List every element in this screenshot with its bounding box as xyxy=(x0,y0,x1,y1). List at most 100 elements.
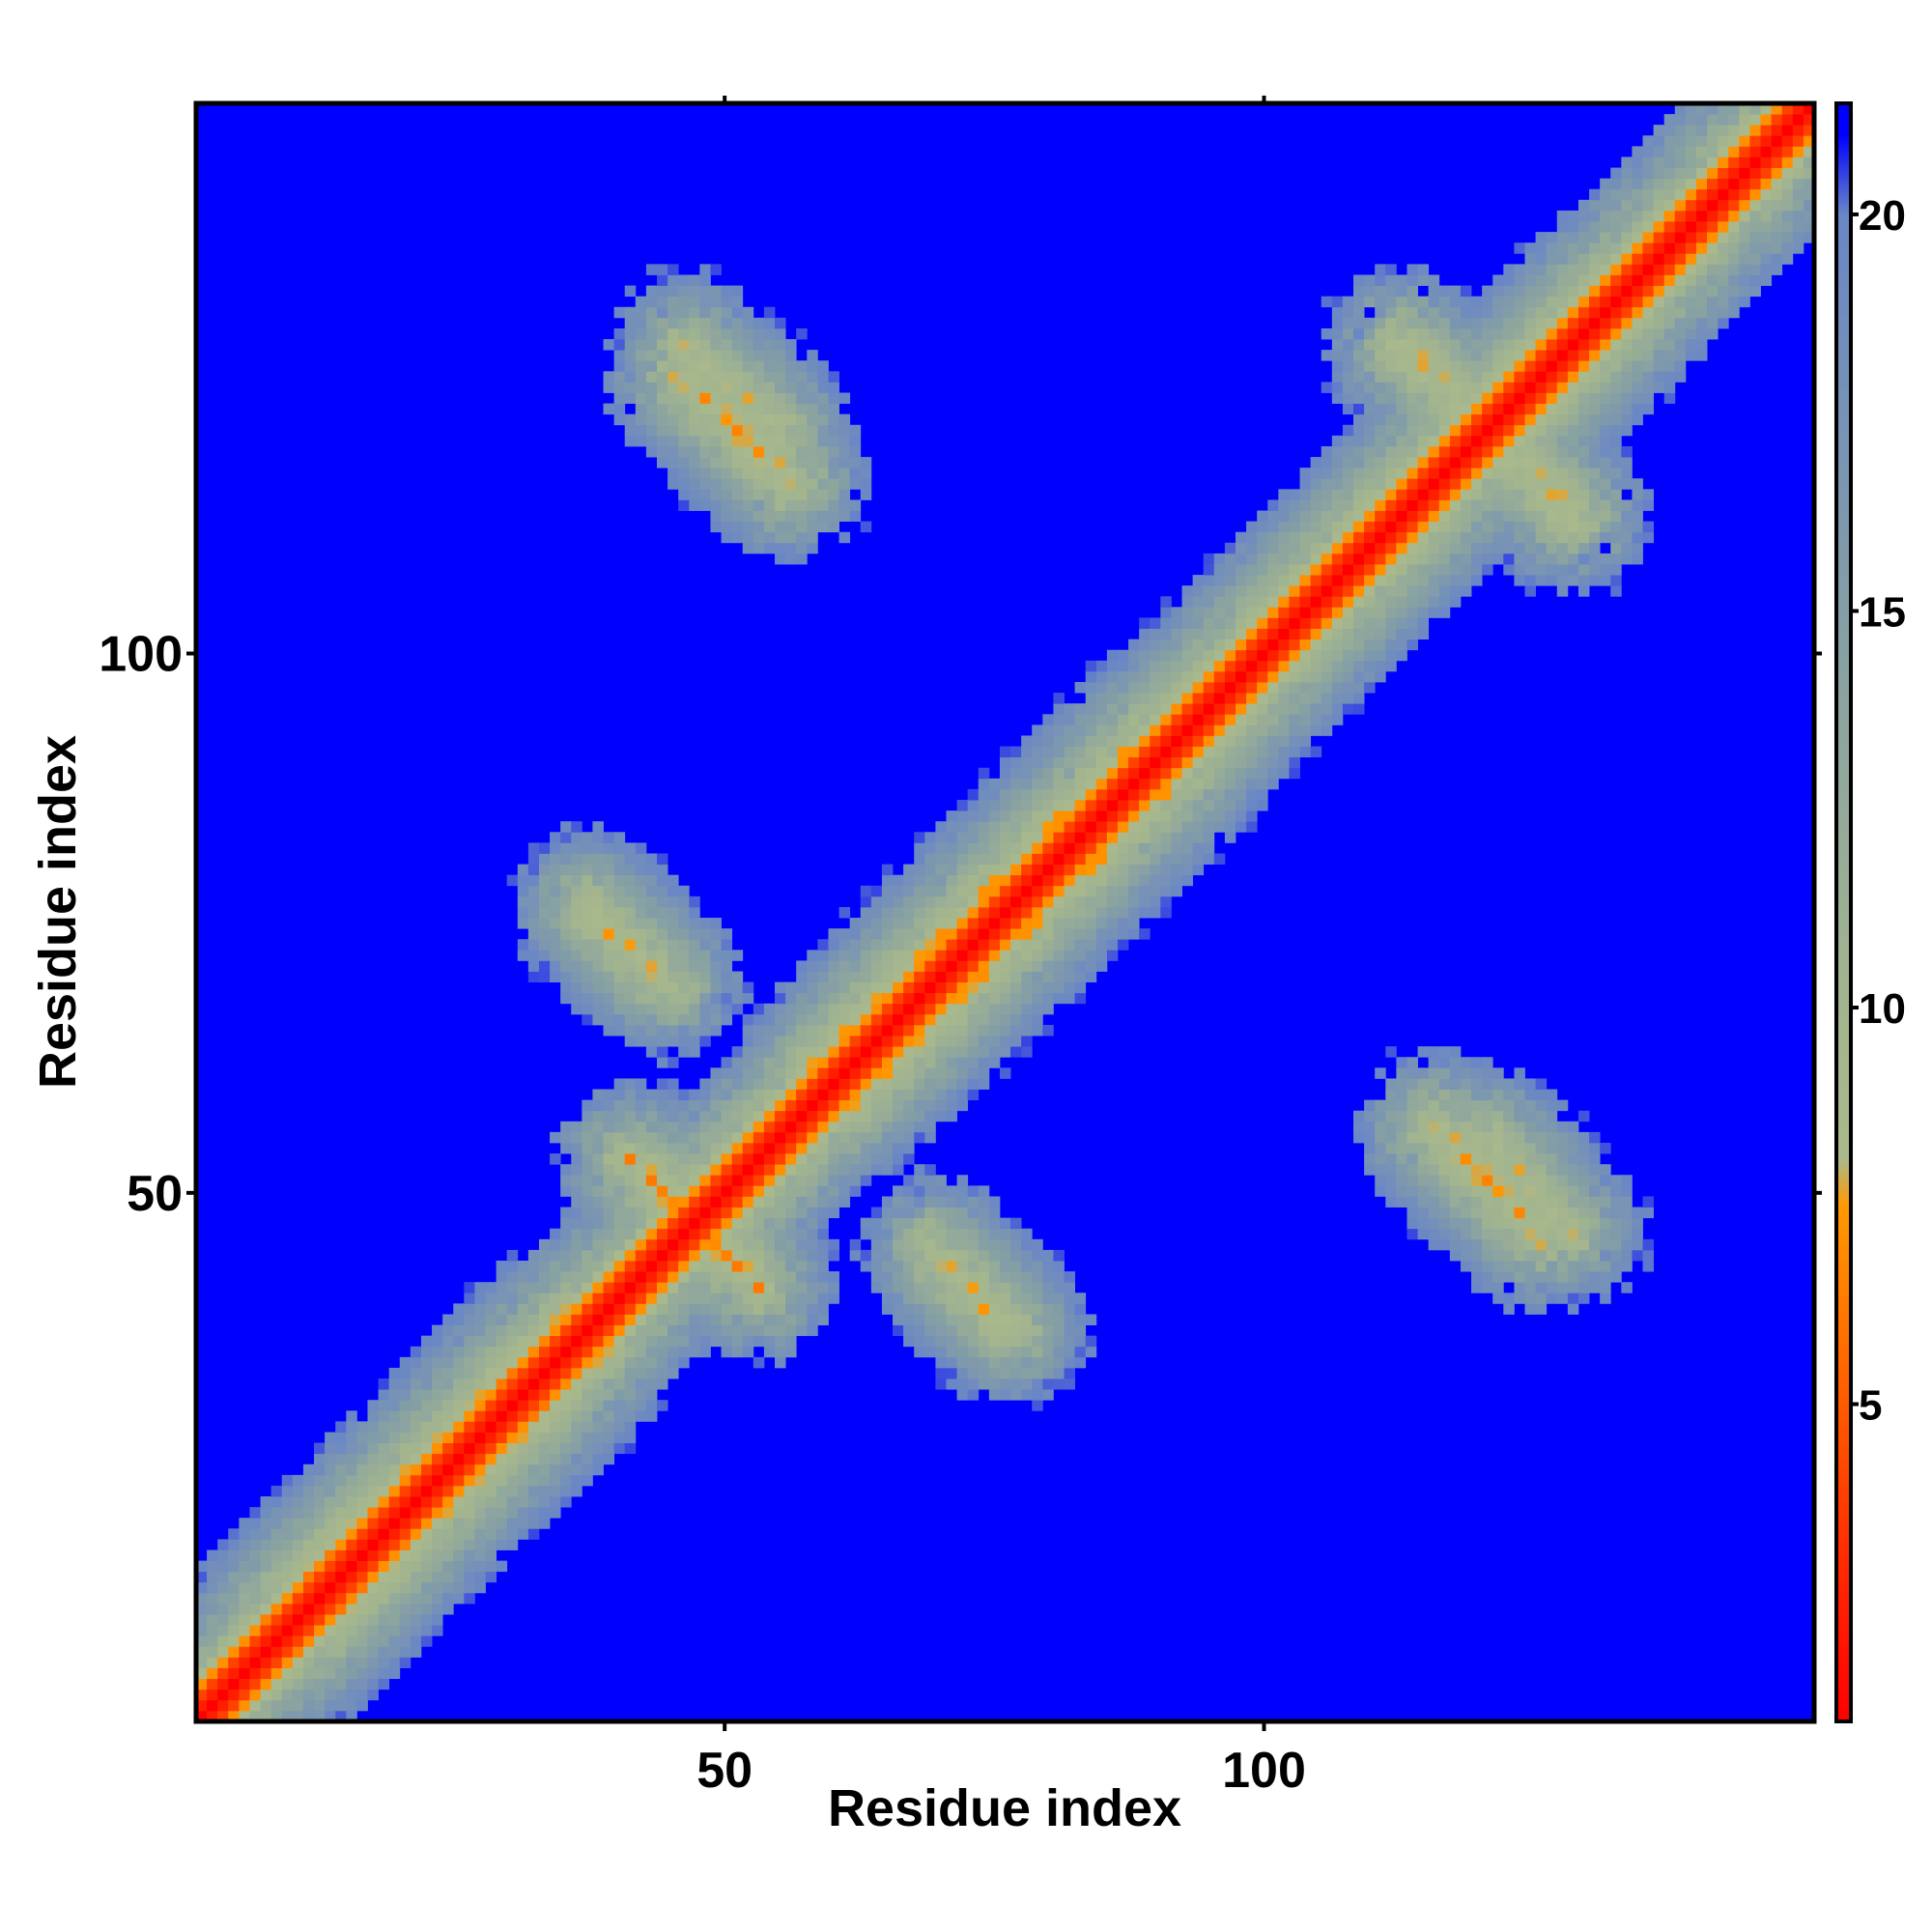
heatmap-cell xyxy=(689,1036,700,1047)
heatmap-cell xyxy=(1278,542,1290,554)
heatmap-cell xyxy=(1375,670,1386,683)
heatmap-cell xyxy=(1471,382,1483,393)
heatmap-cell xyxy=(399,1657,412,1668)
heatmap-cell xyxy=(1364,424,1376,437)
heatmap-cell xyxy=(807,1249,818,1262)
heatmap-cell xyxy=(603,1228,615,1240)
heatmap-cell xyxy=(1310,724,1322,736)
heatmap-cell xyxy=(881,1261,894,1272)
heatmap-cell xyxy=(785,1110,797,1122)
heatmap-cell xyxy=(249,1699,261,1712)
heatmap-cell xyxy=(1364,350,1376,361)
heatmap-cell xyxy=(1492,1271,1504,1283)
heatmap-cell xyxy=(1417,1099,1430,1112)
heatmap-cell xyxy=(828,971,839,982)
heatmap-cell xyxy=(571,1217,582,1230)
heatmap-cell xyxy=(807,1282,818,1293)
heatmap-cell xyxy=(742,1335,754,1348)
heatmap-cell xyxy=(1364,1131,1376,1144)
heatmap-cell xyxy=(731,992,744,1005)
heatmap-cell xyxy=(731,1057,744,1068)
heatmap-cell xyxy=(249,1581,261,1594)
heatmap-cell xyxy=(1471,478,1483,490)
heatmap-cell xyxy=(1331,317,1344,329)
heatmap-cell xyxy=(753,1013,765,1026)
heatmap-cell xyxy=(613,327,626,340)
heatmap-cell xyxy=(1021,1024,1033,1037)
heatmap-cell xyxy=(881,950,894,961)
heatmap-cell xyxy=(1385,499,1397,511)
heatmap-cell xyxy=(1128,778,1140,790)
heatmap-cell xyxy=(924,1314,936,1325)
heatmap-cell xyxy=(538,1400,551,1411)
heatmap-cell xyxy=(260,1667,272,1680)
heatmap-cell xyxy=(668,350,679,361)
heatmap-cell xyxy=(432,1625,443,1636)
heatmap-cell xyxy=(1192,617,1205,629)
heatmap-cell xyxy=(1289,649,1300,662)
heatmap-cell xyxy=(603,906,615,919)
heatmap-cell xyxy=(1396,1057,1407,1068)
heatmap-cell xyxy=(1321,468,1333,479)
heatmap-cell xyxy=(1396,510,1407,523)
heatmap-cell xyxy=(860,950,872,961)
heatmap-cell xyxy=(1213,670,1226,683)
heatmap-cell xyxy=(721,435,733,447)
heatmap-cell xyxy=(1213,649,1226,662)
heatmap-cell xyxy=(775,1185,786,1197)
heatmap-cell xyxy=(988,960,1001,972)
heatmap-cell xyxy=(988,1046,1001,1058)
heatmap-cell xyxy=(474,1474,486,1487)
heatmap-cell xyxy=(613,1153,626,1165)
heatmap-cell xyxy=(550,950,561,961)
heatmap-cell xyxy=(592,885,604,897)
heatmap-cell xyxy=(914,853,925,865)
heatmap-cell xyxy=(645,1003,658,1015)
heatmap-cell xyxy=(807,1303,818,1315)
heatmap-cell xyxy=(956,1078,969,1090)
heatmap-cell xyxy=(1406,542,1418,554)
heatmap-cell xyxy=(1139,670,1151,683)
heatmap-cell xyxy=(1482,435,1493,447)
heatmap-cell xyxy=(1117,832,1129,843)
heatmap-cell xyxy=(689,1013,700,1026)
heatmap-cell xyxy=(388,1410,401,1422)
heatmap-cell xyxy=(1342,585,1354,597)
heatmap-cell xyxy=(1471,317,1483,329)
heatmap-cell xyxy=(1449,1249,1462,1262)
heatmap-cell xyxy=(1150,906,1161,919)
heatmap-cell xyxy=(560,1496,572,1508)
heatmap-cell xyxy=(613,1099,626,1112)
heatmap-cell xyxy=(656,906,668,919)
heatmap-cell xyxy=(838,413,851,426)
heatmap-cell xyxy=(292,1549,304,1562)
heatmap-cell xyxy=(538,1421,551,1433)
heatmap-cell xyxy=(464,1282,475,1293)
heatmap-cell xyxy=(1213,788,1226,801)
heatmap-cell xyxy=(420,1592,433,1605)
heatmap-cell xyxy=(1353,596,1365,608)
heatmap-cell xyxy=(260,1614,272,1626)
heatmap-cell xyxy=(668,1196,679,1208)
heatmap-cell xyxy=(785,1131,797,1144)
heatmap-cell xyxy=(860,981,872,994)
heatmap-cell xyxy=(763,1293,776,1304)
heatmap-cell xyxy=(1503,317,1515,329)
heatmap-cell xyxy=(785,350,797,361)
heatmap-cell xyxy=(613,939,626,951)
heatmap-cell xyxy=(645,1013,658,1026)
heatmap-cell xyxy=(1428,339,1440,351)
heatmap-cell xyxy=(881,1024,894,1037)
heatmap-cell xyxy=(881,992,894,1005)
heatmap-cell xyxy=(464,1442,475,1455)
heatmap-cell xyxy=(624,1303,637,1315)
heatmap-cell xyxy=(1364,596,1376,608)
heatmap-cell xyxy=(775,339,786,351)
heatmap-cell xyxy=(1396,553,1407,565)
heatmap-cell xyxy=(988,1346,1001,1358)
heatmap-cell xyxy=(775,1196,786,1208)
heatmap-cell xyxy=(560,1463,572,1476)
heatmap-cell xyxy=(592,1346,604,1358)
heatmap-cell xyxy=(914,992,925,1005)
heatmap-cell xyxy=(668,1249,679,1262)
